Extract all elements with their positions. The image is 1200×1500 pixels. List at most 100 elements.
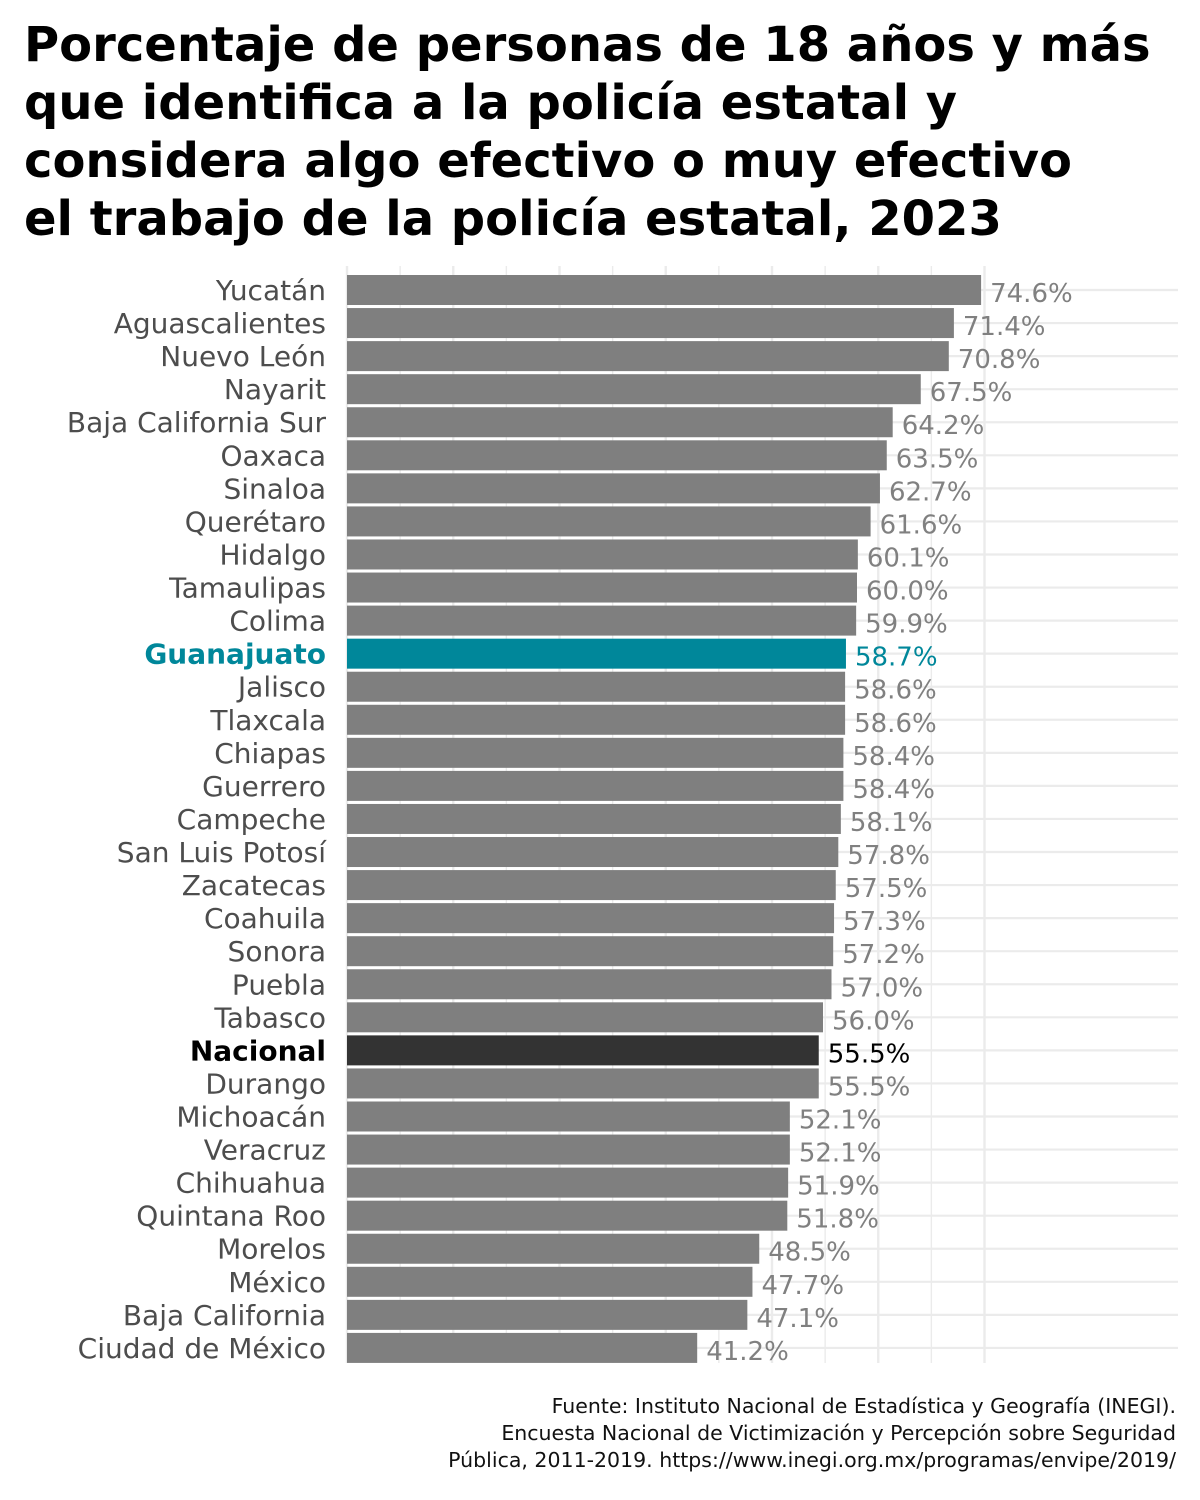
bar: [347, 1035, 819, 1066]
category-label: Sinaloa: [223, 472, 326, 505]
category-label: Colima: [229, 605, 326, 638]
category-label: Aguascalientes: [114, 307, 326, 340]
bar: [347, 969, 832, 1000]
value-label: 57.8%: [847, 841, 930, 871]
value-label: 55.5%: [828, 1072, 911, 1102]
bar: [347, 374, 921, 405]
bar: [347, 704, 846, 735]
bar: [347, 1299, 748, 1330]
category-label: Campeche: [177, 803, 326, 836]
value-label: 57.2%: [842, 940, 925, 970]
bar: [347, 837, 839, 868]
value-label: 41.2%: [706, 1337, 789, 1367]
value-label: 74.6%: [990, 279, 1073, 309]
bar: [347, 308, 954, 339]
category-label: Guerrero: [202, 770, 326, 803]
bar: [347, 638, 846, 669]
bar: [347, 341, 949, 372]
value-label: 67.5%: [930, 378, 1013, 408]
value-label: 58.6%: [854, 676, 937, 706]
bar: [347, 870, 836, 901]
category-label: Yucatán: [215, 274, 326, 307]
bar: [347, 539, 858, 570]
title-line: que identifica a la policía estatal y: [24, 75, 958, 131]
value-label: 58.1%: [850, 808, 933, 838]
category-label: Nuevo León: [160, 340, 326, 373]
category-label: México: [228, 1266, 326, 1299]
category-label: Oaxaca: [221, 439, 326, 472]
bar: [347, 473, 880, 504]
value-label: 52.1%: [799, 1139, 882, 1169]
value-label: 58.4%: [852, 742, 935, 772]
bar: [347, 605, 857, 636]
value-label: 57.3%: [843, 907, 926, 937]
value-label: 48.5%: [768, 1238, 851, 1268]
value-label: 64.2%: [902, 411, 985, 441]
category-label: Tamaulipas: [168, 572, 326, 605]
source-line: Pública, 2011-2019. https://www.inegi.or…: [448, 1448, 1176, 1472]
category-label: Tabasco: [213, 1001, 326, 1034]
bar: [347, 1332, 698, 1363]
bar: [347, 770, 844, 801]
value-label: 63.5%: [896, 444, 979, 474]
category-label: Chiapas: [214, 737, 326, 770]
value-label: 62.7%: [889, 477, 972, 507]
category-label: Hidalgo: [220, 538, 326, 571]
value-label: 60.1%: [867, 543, 950, 573]
category-label: Michoacán: [176, 1101, 326, 1134]
value-label: 58.7%: [855, 643, 938, 673]
value-label: 47.7%: [761, 1271, 844, 1301]
category-label: Baja California Sur: [67, 406, 327, 439]
bar: [347, 803, 841, 834]
title-line: Porcentaje de personas de 18 años y más: [24, 17, 1151, 73]
category-label: Querétaro: [185, 505, 326, 538]
bar: [347, 1002, 823, 1033]
bar: [347, 936, 834, 967]
value-label: 51.8%: [796, 1205, 879, 1235]
value-label: 51.9%: [797, 1172, 880, 1202]
value-label: 61.6%: [880, 510, 963, 540]
value-label: 58.6%: [854, 709, 937, 739]
bar: [347, 1068, 819, 1099]
bar: [347, 440, 887, 471]
value-label: 58.4%: [852, 775, 935, 805]
bar: [347, 1200, 788, 1231]
category-label: Jalisco: [236, 671, 326, 704]
bar: [347, 1167, 789, 1198]
bar: [347, 275, 982, 305]
bar: [347, 1101, 790, 1132]
category-label: Nayarit: [224, 373, 326, 406]
category-label: Durango: [205, 1067, 326, 1100]
category-label: Ciudad de México: [78, 1332, 326, 1365]
bar: [347, 737, 844, 768]
category-label: Veracruz: [204, 1134, 326, 1167]
value-label: 57.0%: [841, 973, 924, 1003]
source-line: Fuente: Instituto Nacional de Estadístic…: [551, 1394, 1176, 1418]
bar: [347, 671, 846, 702]
title-line: considera algo efectivo o muy efectivo: [24, 133, 1073, 189]
value-label: 60.0%: [866, 577, 949, 607]
source-note: Fuente: Instituto Nacional de Estadístic…: [276, 1393, 1176, 1474]
category-label: Sonora: [228, 935, 326, 968]
source-line: Encuesta Nacional de Victimización y Per…: [501, 1421, 1176, 1445]
bar: [347, 1233, 760, 1264]
chart-title: Porcentaje de personas de 18 años y más …: [24, 16, 1184, 248]
category-label: Nacional: [190, 1034, 326, 1067]
value-label: 47.1%: [756, 1304, 839, 1334]
category-label: Baja California: [123, 1299, 326, 1332]
bar: [347, 1266, 753, 1297]
value-label: 71.4%: [963, 312, 1046, 342]
category-label: Puebla: [232, 968, 326, 1001]
bar: [347, 506, 871, 537]
category-label: Quintana Roo: [136, 1200, 326, 1233]
value-label: 52.1%: [799, 1106, 882, 1136]
value-label: 59.9%: [865, 610, 948, 640]
bar: [347, 572, 857, 603]
bar: [347, 1134, 790, 1165]
bar: [347, 407, 893, 438]
value-label: 70.8%: [958, 345, 1041, 375]
value-label: 56.0%: [832, 1006, 915, 1036]
value-label: 55.5%: [828, 1039, 911, 1069]
category-label: Tlaxcala: [209, 704, 326, 737]
category-label: Chihuahua: [176, 1167, 326, 1200]
